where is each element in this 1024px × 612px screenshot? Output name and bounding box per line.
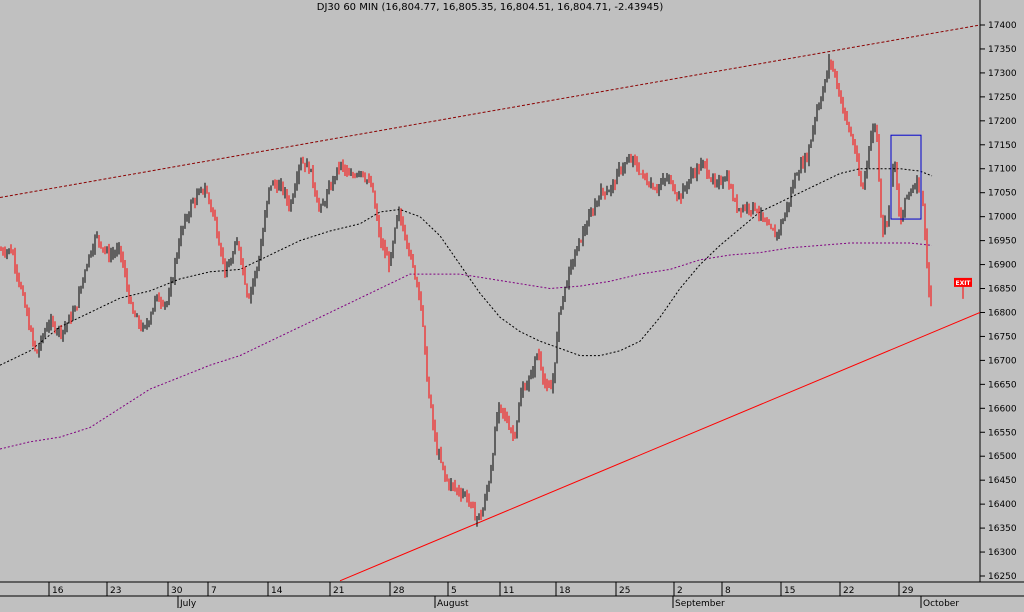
exit-marker-box [954,277,972,287]
y-tick-label: 17000 [988,213,1017,223]
x-month-label: October [923,599,959,608]
x-tick-label: 18 [559,586,571,596]
x-tick-label: 2 [677,586,683,596]
y-tick-label: 16250 [988,572,1017,582]
plot-area: EXIT [0,24,980,582]
y-tick-label: 16450 [988,476,1017,486]
exit-marker-label: EXIT [955,280,971,287]
x-tick-label: 25 [619,586,630,596]
y-tick-label: 17050 [988,189,1017,199]
y-tick-label: 16500 [988,452,1017,462]
y-tick-label: 16700 [988,356,1017,366]
x-tick-label: 5 [451,586,457,596]
y-tick-label: 16600 [988,404,1017,414]
x-tick-label: 21 [333,586,344,596]
x-month-label: July [179,599,197,608]
x-tick-label: 7 [211,586,217,596]
sma-fast-line [0,168,933,366]
y-tick-label: 17350 [988,45,1017,55]
y-tick-label: 17100 [988,165,1017,175]
x-tick-label: 30 [171,586,183,596]
highlight-box [890,134,922,220]
x-tick-label: 23 [110,586,121,596]
x-month-label: September [675,599,725,608]
y-tick-label: 16900 [988,261,1017,271]
y-tick-label: 17250 [988,93,1017,103]
x-tick-label: 15 [784,586,795,596]
y-tick-label: 16550 [988,428,1017,438]
y-tick-label: 16300 [988,548,1017,558]
chart-title: DJ30 60 MIN (16,804.77, 16,805.35, 16,80… [316,2,664,13]
x-tick-label: 11 [503,586,514,596]
y-tick-label: 17200 [988,117,1017,127]
y-tick-label: 16950 [988,237,1017,247]
upper-trendline [0,24,980,198]
x-tick-label: 14 [271,586,283,596]
lower-trendline [339,312,980,582]
x-tick-label: 29 [902,586,914,596]
y-tick-label: 16400 [988,500,1017,510]
y-tick-label: 17400 [988,21,1017,31]
y-tick-label: 16750 [988,332,1017,342]
x-month-label: August [437,599,469,608]
y-tick-label: 16800 [988,308,1017,318]
y-tick-label: 16350 [988,524,1017,534]
y-tick-label: 17300 [988,69,1017,79]
y-tick-label: 16850 [988,285,1017,295]
x-tick-label: 16 [52,586,64,596]
x-tick-label: 8 [725,586,731,596]
x-tick-label: 22 [843,586,854,596]
y-tick-label: 16650 [988,380,1017,390]
y-tick-label: 17150 [988,141,1017,151]
x-tick-label: 28 [393,586,405,596]
